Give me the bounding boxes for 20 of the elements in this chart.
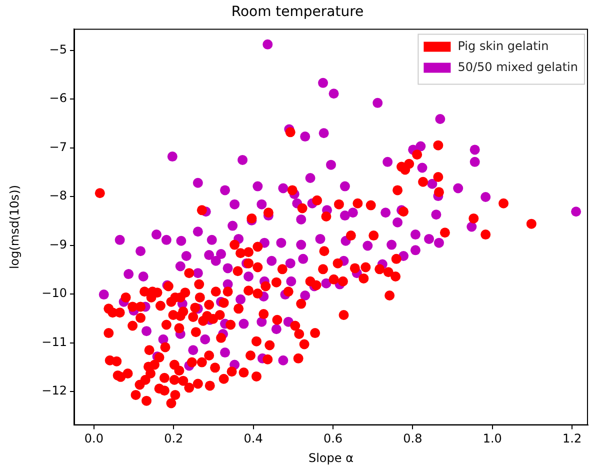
- legend-label: Pig skin gelatin: [458, 38, 549, 53]
- x-tick-label: 0.2: [164, 432, 184, 446]
- x-tick-label: 0.8: [403, 432, 422, 446]
- x-tick-label: 1.0: [482, 432, 502, 446]
- x-tick-label: 0.4: [244, 432, 263, 446]
- y-tick-label: −5: [49, 42, 67, 56]
- chart-title: Room temperature: [231, 4, 364, 20]
- legend-label: 50/50 mixed gelatin: [458, 60, 578, 74]
- x-tick-label: 0.0: [84, 432, 104, 446]
- y-tick-label: −11: [42, 334, 67, 349]
- x-axis-title: Slope α: [308, 450, 354, 465]
- y-tick-label: −9: [49, 237, 67, 252]
- y-tick-label: −6: [49, 91, 67, 106]
- y-tick-label: −10: [42, 286, 67, 300]
- x-tick-label: 1.2: [562, 432, 582, 446]
- y-axis-title: log(msd(10s)): [7, 184, 22, 270]
- y-tick-label: −12: [42, 384, 67, 398]
- y-tick-label: −8: [49, 188, 67, 203]
- y-tick-label: −7: [49, 140, 67, 154]
- x-tick-label: 0.6: [323, 432, 343, 446]
